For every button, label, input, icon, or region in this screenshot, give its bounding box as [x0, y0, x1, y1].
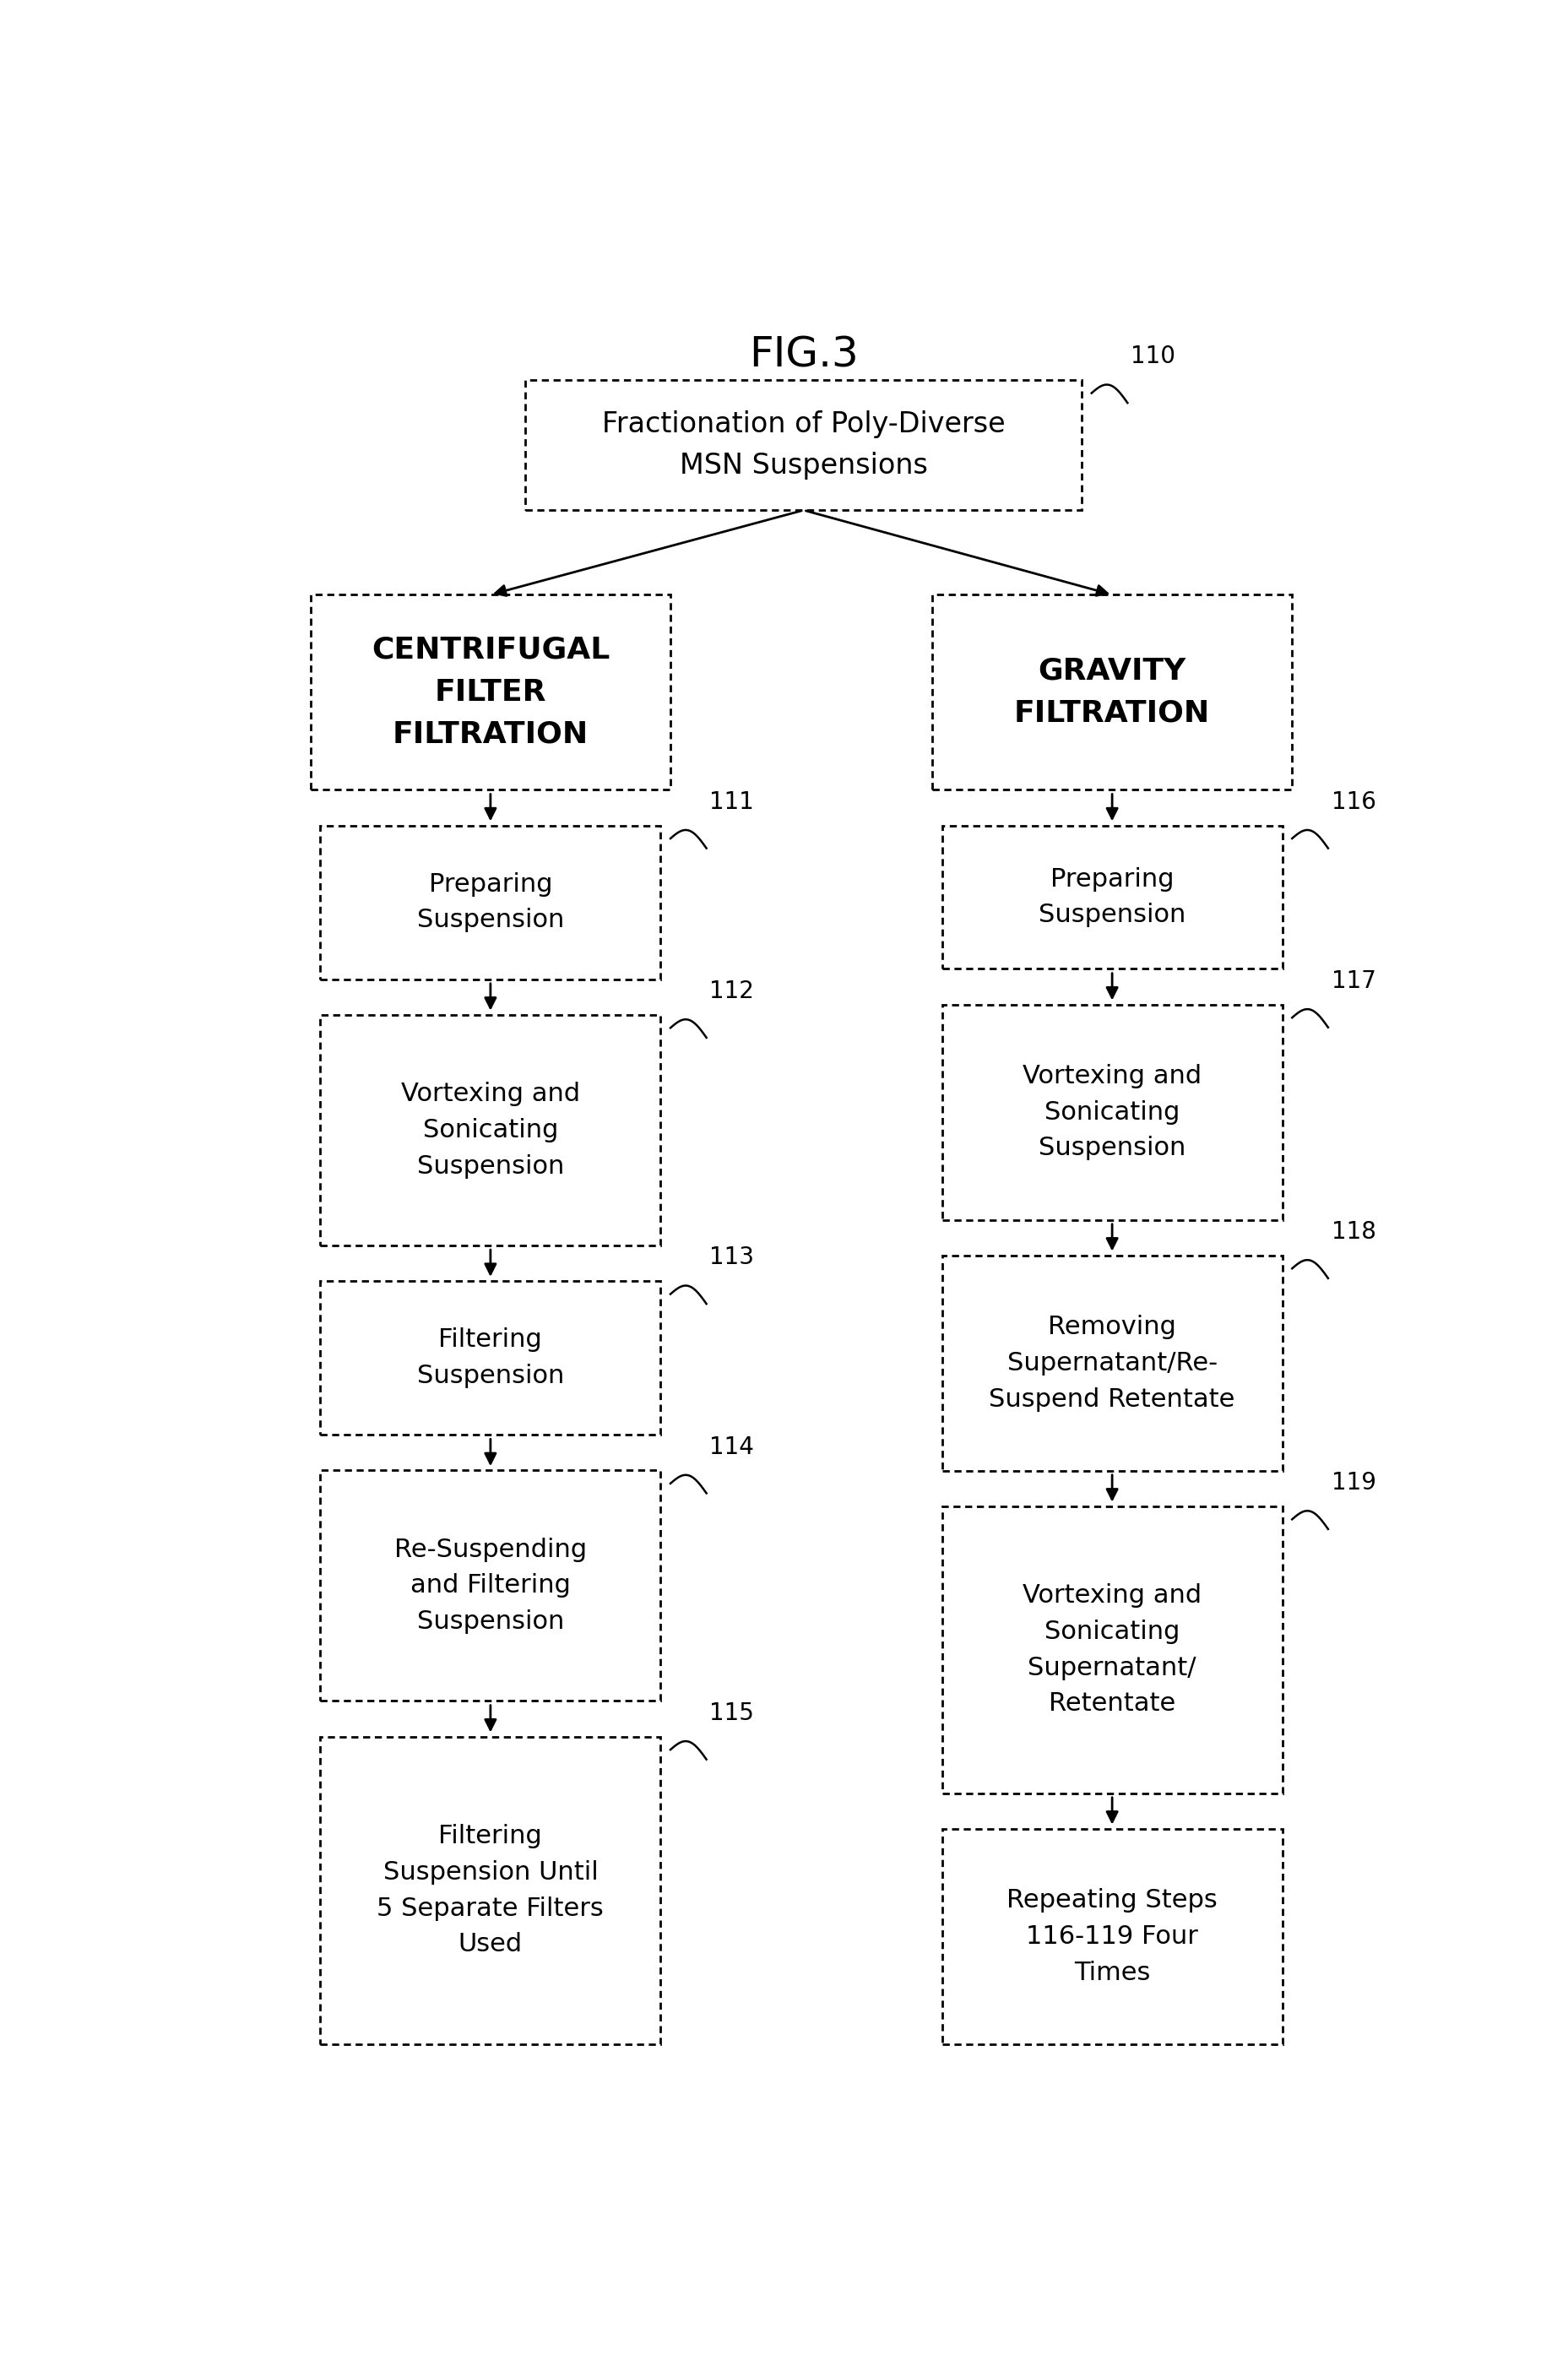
Text: 119: 119: [1331, 1472, 1377, 1495]
Bar: [320, 1736, 660, 2044]
Text: GRAVITY
FILTRATION: GRAVITY FILTRATION: [1014, 657, 1210, 728]
Text: 111: 111: [710, 791, 754, 815]
Text: Fractionation of Poly-Diverse
MSN Suspensions: Fractionation of Poly-Diverse MSN Suspen…: [602, 410, 1005, 480]
Text: Filtering
Suspension Until
5 Separate Filters
Used: Filtering Suspension Until 5 Separate Fi…: [376, 1823, 604, 1957]
Text: Preparing
Suspension: Preparing Suspension: [417, 871, 564, 933]
Text: 114: 114: [710, 1434, 754, 1458]
Text: 115: 115: [710, 1700, 754, 1724]
Text: 118: 118: [1331, 1220, 1377, 1243]
Text: Vortexing and
Sonicating
Supernatant/
Retentate: Vortexing and Sonicating Supernatant/ Re…: [1022, 1583, 1201, 1717]
Text: 113: 113: [710, 1246, 754, 1269]
Bar: [320, 827, 660, 980]
Bar: [942, 1830, 1283, 2044]
Text: 116: 116: [1331, 791, 1377, 815]
Text: 112: 112: [710, 980, 754, 1003]
Text: Re-Suspending
and Filtering
Suspension: Re-Suspending and Filtering Suspension: [394, 1538, 586, 1634]
Text: Vortexing and
Sonicating
Suspension: Vortexing and Sonicating Suspension: [401, 1081, 580, 1178]
Bar: [320, 1015, 660, 1246]
Bar: [942, 1255, 1283, 1470]
Text: CENTRIFUGAL
FILTER
FILTRATION: CENTRIFUGAL FILTER FILTRATION: [372, 636, 610, 749]
Text: 110: 110: [1131, 344, 1176, 367]
Text: Filtering
Suspension: Filtering Suspension: [417, 1328, 564, 1387]
Bar: [320, 1470, 660, 1700]
Text: Repeating Steps
116-119 Four
Times: Repeating Steps 116-119 Four Times: [1007, 1889, 1218, 1985]
Bar: [320, 1281, 660, 1434]
Text: Removing
Supernatant/Re-
Suspend Retentate: Removing Supernatant/Re- Suspend Retenta…: [989, 1314, 1236, 1411]
Text: Preparing
Suspension: Preparing Suspension: [1038, 867, 1185, 928]
Bar: [525, 379, 1082, 511]
Text: Vortexing and
Sonicating
Suspension: Vortexing and Sonicating Suspension: [1022, 1064, 1201, 1161]
Bar: [933, 596, 1292, 789]
Bar: [310, 596, 671, 789]
Bar: [942, 827, 1283, 968]
Text: FIG.3: FIG.3: [750, 334, 858, 374]
Bar: [942, 1006, 1283, 1220]
Text: 117: 117: [1331, 970, 1377, 994]
Bar: [942, 1507, 1283, 1792]
